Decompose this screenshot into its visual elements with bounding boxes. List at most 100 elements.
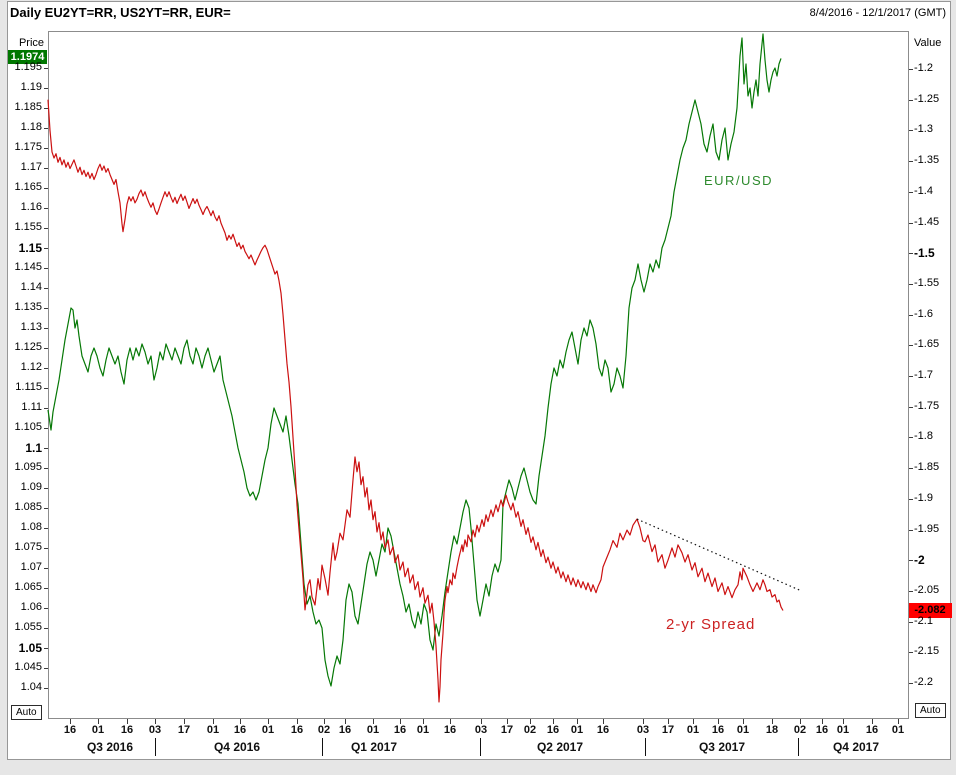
right-axis-tick-mark xyxy=(909,69,913,70)
quarter-label: Q4 2017 xyxy=(832,740,880,754)
right-axis-tick-mark xyxy=(909,498,913,500)
left-axis-tick-mark xyxy=(44,108,48,109)
left-axis-tick-label: 1.09 xyxy=(20,481,42,493)
x-axis-tick-mark xyxy=(743,719,744,724)
x-axis-tick-mark xyxy=(184,719,185,724)
x-axis-date-label: 02 xyxy=(523,724,537,736)
x-axis-date-label: 03 xyxy=(474,724,488,736)
left-axis-tick-mark xyxy=(44,248,48,249)
x-axis-date-label: 03 xyxy=(148,724,162,736)
right-axis-tick-label: -1.2 xyxy=(914,62,933,74)
x-axis-tick-mark xyxy=(98,719,99,724)
plot-area[interactable] xyxy=(48,31,909,719)
x-axis-date-label: 16 xyxy=(443,724,457,736)
left-axis-tick-label: 1.19 xyxy=(20,81,42,93)
eurusd-series-label: EUR/USD xyxy=(704,173,774,188)
x-axis-tick-mark xyxy=(400,719,401,724)
x-axis-date-label: 02 xyxy=(793,724,807,736)
spread-series-label: 2-yr Spread xyxy=(666,616,756,633)
x-axis-date-label: 16 xyxy=(393,724,407,736)
quarter-label: Q1 2017 xyxy=(350,740,398,754)
right-axis-tick-label: -2.05 xyxy=(914,583,940,596)
right-axis-tick-mark xyxy=(909,345,913,347)
x-axis-tick-mark xyxy=(553,719,554,724)
left-axis-tick-mark xyxy=(44,588,48,589)
right-axis-tick-mark xyxy=(909,130,913,132)
x-axis-tick-mark xyxy=(822,719,823,724)
left-axis-tick-mark xyxy=(44,148,48,149)
left-axis-auto-button[interactable]: Auto xyxy=(11,705,42,720)
left-axis-tick-mark xyxy=(44,208,48,209)
x-axis-date-label: 01 xyxy=(686,724,700,736)
right-axis-tick-label: -2 xyxy=(914,553,925,568)
right-axis-tick-mark xyxy=(909,683,913,684)
left-axis-tick-label: 1.11 xyxy=(21,401,42,413)
x-axis-date-label: 16 xyxy=(865,724,879,736)
right-axis-tick-mark xyxy=(909,253,913,255)
left-axis-tick-mark xyxy=(44,168,48,169)
x-axis-tick-mark xyxy=(843,719,844,724)
right-axis-tick-label: -1.95 xyxy=(914,522,940,535)
right-axis-tick-label: -2.1 xyxy=(914,614,933,627)
x-axis-date-label: 16 xyxy=(596,724,610,736)
x-axis-tick-mark xyxy=(70,719,71,724)
left-axis-tick-label: 1.115 xyxy=(15,381,42,393)
right-axis-tick-mark xyxy=(909,529,913,531)
left-axis-tick-label: 1.185 xyxy=(14,101,42,113)
x-axis-date-label: 17 xyxy=(177,724,191,736)
right-axis-tick-label: -1.8 xyxy=(914,430,933,443)
x-axis-date-label: 03 xyxy=(636,724,650,736)
x-axis-tick-mark xyxy=(530,719,531,724)
left-axis-tick-mark xyxy=(44,468,48,469)
right-axis-tick-mark xyxy=(909,437,913,439)
x-axis-tick-mark xyxy=(643,719,644,724)
left-axis-tick-mark xyxy=(44,328,48,329)
left-axis-title-price: Price xyxy=(18,37,44,49)
x-axis-tick-mark xyxy=(800,719,801,724)
left-axis-tick-label: 1.08 xyxy=(20,521,42,533)
left-axis-tick-mark xyxy=(44,548,48,549)
right-axis-tick-mark xyxy=(909,99,913,101)
right-axis-tick-label: -1.45 xyxy=(914,215,940,228)
quarter-label: Q4 2016 xyxy=(213,740,261,754)
left-axis-tick-label: 1.075 xyxy=(14,541,42,553)
left-axis-tick-mark xyxy=(44,348,48,349)
right-axis-tick-label: -1.75 xyxy=(914,399,940,412)
left-axis-tick-label: 1.195 xyxy=(14,61,42,73)
x-axis-tick-mark xyxy=(577,719,578,724)
left-axis-tick-mark xyxy=(44,488,48,489)
right-axis-tick-label: -1.4 xyxy=(914,184,933,197)
left-axis-tick-label: 1.06 xyxy=(20,601,42,613)
left-axis-tick-mark xyxy=(44,408,48,409)
left-axis-tick-mark xyxy=(44,388,48,389)
left-axis-tick-label: 1.18 xyxy=(20,121,42,133)
left-axis-tick-label: 1.095 xyxy=(14,461,42,473)
quarter-label: Q3 2016 xyxy=(86,740,134,754)
right-axis-tick-label: -1.35 xyxy=(914,154,940,167)
left-axis-tick-mark xyxy=(44,608,48,609)
left-axis-tick-label: 1.145 xyxy=(14,261,42,273)
x-axis-date-label: 16 xyxy=(546,724,560,736)
left-axis-tick-mark xyxy=(44,188,48,189)
left-axis-tick-label: 1.165 xyxy=(14,181,42,193)
left-axis-tick-mark xyxy=(44,668,48,669)
right-axis-auto-button[interactable]: Auto xyxy=(915,703,946,718)
left-axis-tick-label: 1.155 xyxy=(14,221,42,233)
left-axis-tick-label: 1.065 xyxy=(14,581,42,593)
x-axis-tick-mark xyxy=(213,719,214,724)
x-axis-tick-mark xyxy=(668,719,669,724)
x-axis-tick-mark xyxy=(345,719,346,724)
x-axis-date-label: 01 xyxy=(736,724,750,736)
x-axis-date-label: 01 xyxy=(416,724,430,736)
x-axis-tick-mark xyxy=(507,719,508,724)
right-axis-tick-label: -1.6 xyxy=(914,307,933,320)
x-axis-date-label: 02 xyxy=(317,724,331,736)
x-axis-tick-mark xyxy=(481,719,482,724)
left-axis-tick-mark xyxy=(44,288,48,289)
spread-last-value-badge: -2.082 xyxy=(908,603,952,618)
right-axis-tick-label: -2.2 xyxy=(914,676,933,688)
quarter-label: Q3 2017 xyxy=(698,740,746,754)
x-axis-date-label: 17 xyxy=(500,724,514,736)
chart-title: Daily EU2YT=RR, US2YT=RR, EUR= xyxy=(10,5,231,20)
x-axis-date-label: 01 xyxy=(570,724,584,736)
